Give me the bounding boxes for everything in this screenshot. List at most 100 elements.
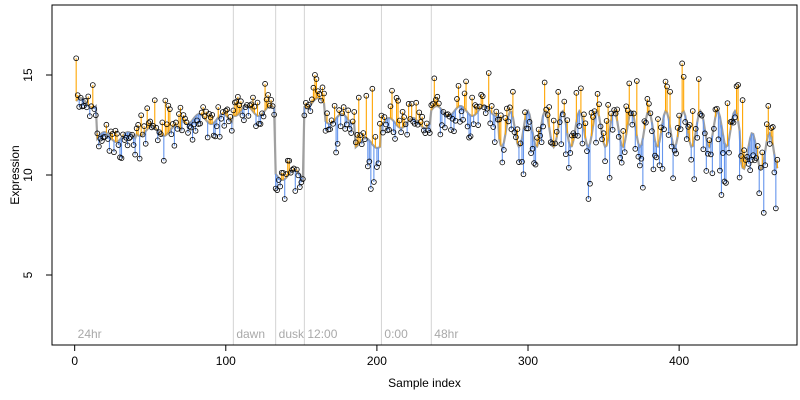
data-point bbox=[606, 175, 613, 181]
data-point bbox=[96, 143, 102, 150]
data-point bbox=[532, 161, 539, 168]
data-point bbox=[216, 133, 223, 140]
data-point bbox=[643, 119, 649, 126]
data-point bbox=[411, 121, 418, 127]
data-point bbox=[275, 177, 282, 183]
data-point bbox=[517, 140, 524, 147]
data-point bbox=[478, 91, 484, 98]
data-points bbox=[73, 55, 781, 216]
data-point bbox=[624, 107, 631, 114]
data-point bbox=[340, 104, 347, 110]
data-point bbox=[754, 143, 761, 149]
data-point bbox=[331, 102, 338, 109]
data-point bbox=[540, 123, 546, 130]
phase-label: dusk bbox=[279, 327, 305, 341]
data-point bbox=[762, 162, 769, 169]
data-point bbox=[437, 131, 444, 138]
data-point bbox=[673, 150, 679, 157]
data-point bbox=[656, 162, 663, 169]
data-point bbox=[304, 103, 311, 110]
data-point bbox=[502, 115, 509, 121]
data-point bbox=[559, 111, 566, 118]
data-point bbox=[576, 123, 583, 129]
data-point bbox=[436, 100, 442, 107]
data-point bbox=[485, 70, 492, 76]
data-point bbox=[118, 155, 125, 161]
data-point bbox=[721, 178, 728, 185]
data-point bbox=[399, 108, 406, 115]
data-point bbox=[634, 78, 640, 84]
data-point bbox=[290, 165, 297, 172]
data-point bbox=[626, 80, 633, 87]
data-point bbox=[498, 112, 504, 119]
data-point bbox=[386, 126, 392, 133]
data-point bbox=[665, 132, 672, 138]
data-point bbox=[697, 111, 704, 117]
data-point bbox=[757, 164, 764, 171]
data-point bbox=[629, 121, 636, 128]
data-point bbox=[597, 123, 604, 130]
data-point bbox=[235, 93, 241, 100]
data-point bbox=[114, 130, 120, 137]
data-point bbox=[714, 105, 720, 112]
data-point bbox=[377, 120, 383, 127]
data-point bbox=[136, 155, 143, 162]
data-point bbox=[463, 78, 469, 85]
data-point bbox=[694, 134, 701, 141]
data-point bbox=[575, 133, 581, 139]
data-point bbox=[227, 113, 234, 120]
data-point bbox=[188, 124, 194, 131]
data-point bbox=[266, 102, 273, 109]
x-tick-label: 400 bbox=[669, 354, 689, 368]
data-point bbox=[720, 150, 726, 156]
data-point bbox=[251, 103, 258, 110]
data-point bbox=[189, 136, 196, 143]
data-point bbox=[451, 128, 457, 135]
data-point bbox=[600, 130, 607, 136]
data-point bbox=[730, 119, 737, 126]
data-point bbox=[742, 157, 749, 163]
data-point bbox=[91, 106, 98, 112]
data-point bbox=[430, 100, 436, 107]
data-point bbox=[150, 123, 157, 129]
data-point bbox=[88, 103, 95, 109]
data-point bbox=[168, 131, 175, 138]
data-point bbox=[209, 112, 215, 118]
data-point bbox=[153, 124, 160, 131]
data-point bbox=[573, 90, 580, 96]
data-point bbox=[747, 167, 753, 174]
data-point bbox=[145, 120, 152, 126]
data-point bbox=[630, 110, 637, 117]
data-point bbox=[552, 140, 559, 147]
data-point bbox=[218, 115, 225, 122]
data-point bbox=[306, 101, 312, 108]
data-point bbox=[458, 108, 465, 115]
data-point bbox=[484, 105, 491, 112]
fit-curve bbox=[75, 96, 779, 182]
data-point bbox=[593, 139, 599, 146]
data-point bbox=[333, 149, 339, 156]
data-point bbox=[281, 196, 288, 202]
data-point bbox=[491, 139, 498, 145]
data-point bbox=[455, 82, 462, 89]
data-point bbox=[265, 92, 271, 98]
data-point bbox=[718, 192, 725, 198]
data-point bbox=[85, 93, 92, 100]
data-point bbox=[298, 179, 305, 186]
data-point bbox=[655, 116, 661, 122]
data-point bbox=[401, 114, 407, 120]
data-point bbox=[481, 104, 487, 111]
data-point bbox=[433, 96, 439, 103]
data-point bbox=[210, 132, 217, 139]
data-point bbox=[652, 152, 658, 159]
y-tick-label: 5 bbox=[21, 271, 35, 278]
x-axis: 0 100 200 300 400 bbox=[71, 345, 689, 368]
data-point bbox=[90, 82, 96, 88]
data-point bbox=[371, 179, 377, 185]
data-point bbox=[691, 176, 698, 182]
data-point bbox=[238, 98, 244, 105]
data-point bbox=[112, 127, 119, 134]
data-point bbox=[760, 210, 767, 216]
data-point bbox=[692, 126, 699, 132]
data-point bbox=[171, 142, 178, 149]
